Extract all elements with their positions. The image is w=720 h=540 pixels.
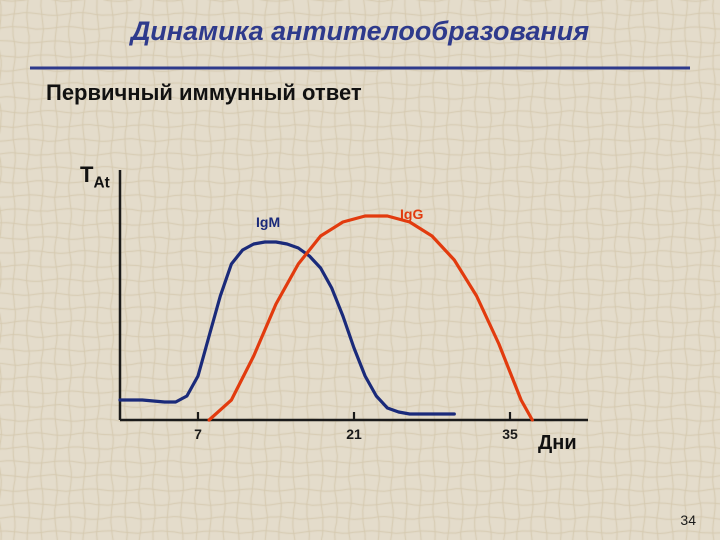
x-tick-label: 35	[502, 426, 518, 442]
title-divider	[30, 58, 690, 76]
antibody-dynamics-chart: TAt Дни 72135IgMIgG	[80, 150, 600, 450]
series-label-igg: IgG	[400, 206, 423, 222]
page-number: 34	[680, 512, 696, 528]
y-axis-label-main: T	[80, 162, 93, 187]
y-axis-label-sub: At	[93, 174, 109, 191]
x-tick-label: 7	[194, 426, 202, 442]
x-axis-label: Дни	[538, 432, 577, 455]
page-title: Динамика антителообразования	[0, 16, 720, 47]
series-label-igm: IgM	[256, 214, 280, 230]
subtitle: Первичный иммунный ответ	[46, 80, 362, 106]
x-tick-label: 21	[346, 426, 362, 442]
y-axis-label: TAt	[80, 162, 110, 192]
